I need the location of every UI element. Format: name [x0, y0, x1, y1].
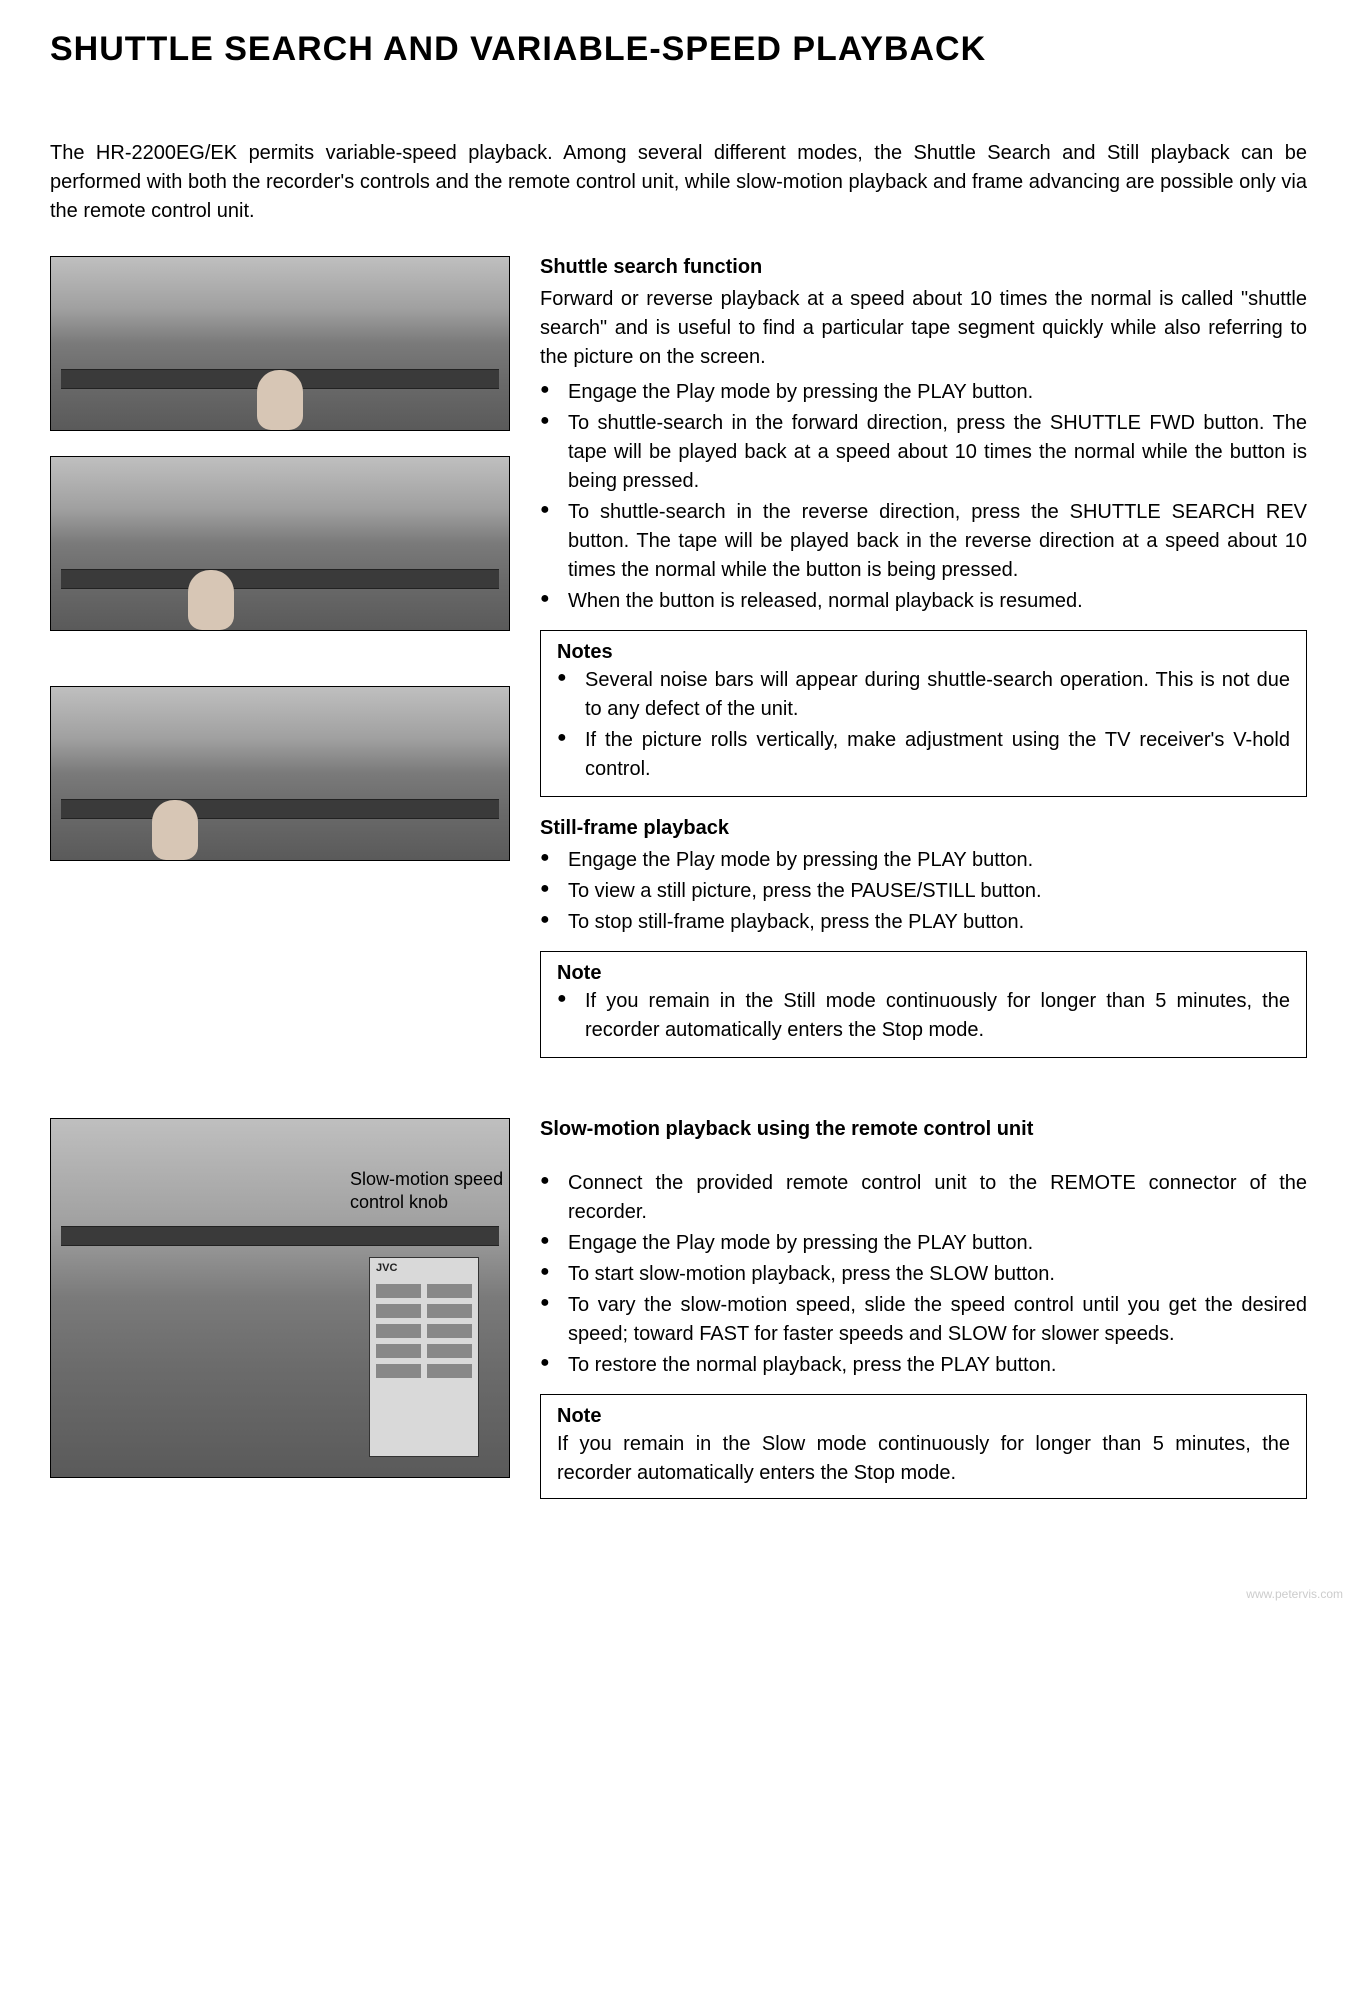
section1-lead: Forward or reverse playback at a speed a…: [540, 285, 1307, 372]
section2-bullets: Engage the Play mode by pressing the PLA…: [540, 846, 1307, 937]
section2-note-title: Note: [557, 962, 1290, 985]
page-title: SHUTTLE SEARCH AND VARIABLE-SPEED PLAYBA…: [50, 30, 1307, 69]
photo-shuttle-fwd: [50, 256, 510, 431]
intro-paragraph: The HR-2200EG/EK permits variable-speed …: [50, 139, 1307, 226]
s2-b2: To view a still picture, press the PAUSE…: [540, 877, 1307, 906]
section1-notes-box: Notes Several noise bars will appear dur…: [540, 630, 1307, 797]
callout-label: Slow-motion speed control knob: [350, 1168, 510, 1213]
s1-b1: Engage the Play mode by pressing the PLA…: [540, 378, 1307, 407]
section2-note-box: Note If you remain in the Still mode con…: [540, 951, 1307, 1058]
section3-note-title: Note: [557, 1405, 1290, 1428]
section3-bullets: Connect the provided remote control unit…: [540, 1169, 1307, 1380]
s1-n1: Several noise bars will appear during sh…: [557, 666, 1290, 724]
section2-heading: Still-frame playback: [540, 817, 1307, 840]
upper-block: Shuttle search function Forward or rever…: [50, 256, 1307, 1078]
s1-b4: When the button is released, normal play…: [540, 587, 1307, 616]
watermark: www.petervis.com: [1246, 1587, 1343, 1601]
s1-n2: If the picture rolls vertically, make ad…: [557, 726, 1290, 784]
photo-pause-still: [50, 686, 510, 861]
section3-note-body: If you remain in the Slow mode continuou…: [557, 1430, 1290, 1488]
section1-bullets: Engage the Play mode by pressing the PLA…: [540, 378, 1307, 616]
section2-note-list: If you remain in the Still mode continuo…: [557, 987, 1290, 1045]
photo-shuttle-rev: [50, 456, 510, 631]
s2-note: If you remain in the Still mode continuo…: [557, 987, 1290, 1045]
remote-control-graphic: JVC: [369, 1257, 479, 1457]
left-images-stack: [50, 256, 510, 1078]
s3-b3: To start slow-motion playback, press the…: [540, 1260, 1307, 1289]
right-text-upper: Shuttle search function Forward or rever…: [540, 256, 1307, 1078]
s2-b3: To stop still-frame playback, press the …: [540, 908, 1307, 937]
s2-b1: Engage the Play mode by pressing the PLA…: [540, 846, 1307, 875]
remote-brand: JVC: [370, 1258, 478, 1278]
right-text-lower: Slow-motion playback using the remote co…: [540, 1118, 1307, 1519]
left-image-remote: JVC Slow-motion speed control knob: [50, 1118, 510, 1519]
s3-b4: To vary the slow-motion speed, slide the…: [540, 1291, 1307, 1349]
s1-b3: To shuttle-search in the reverse directi…: [540, 498, 1307, 585]
section1-notes-list: Several noise bars will appear during sh…: [557, 666, 1290, 784]
s3-b5: To restore the normal playback, press th…: [540, 1351, 1307, 1380]
section3-heading: Slow-motion playback using the remote co…: [540, 1118, 1307, 1141]
section1-notes-title: Notes: [557, 641, 1290, 664]
s3-b1: Connect the provided remote control unit…: [540, 1169, 1307, 1227]
s3-b2: Engage the Play mode by pressing the PLA…: [540, 1229, 1307, 1258]
section3-note-box: Note If you remain in the Slow mode cont…: [540, 1394, 1307, 1499]
s1-b2: To shuttle-search in the forward directi…: [540, 409, 1307, 496]
lower-block: JVC Slow-motion speed control knob Slow-…: [50, 1118, 1307, 1519]
section1-heading: Shuttle search function: [540, 256, 1307, 279]
